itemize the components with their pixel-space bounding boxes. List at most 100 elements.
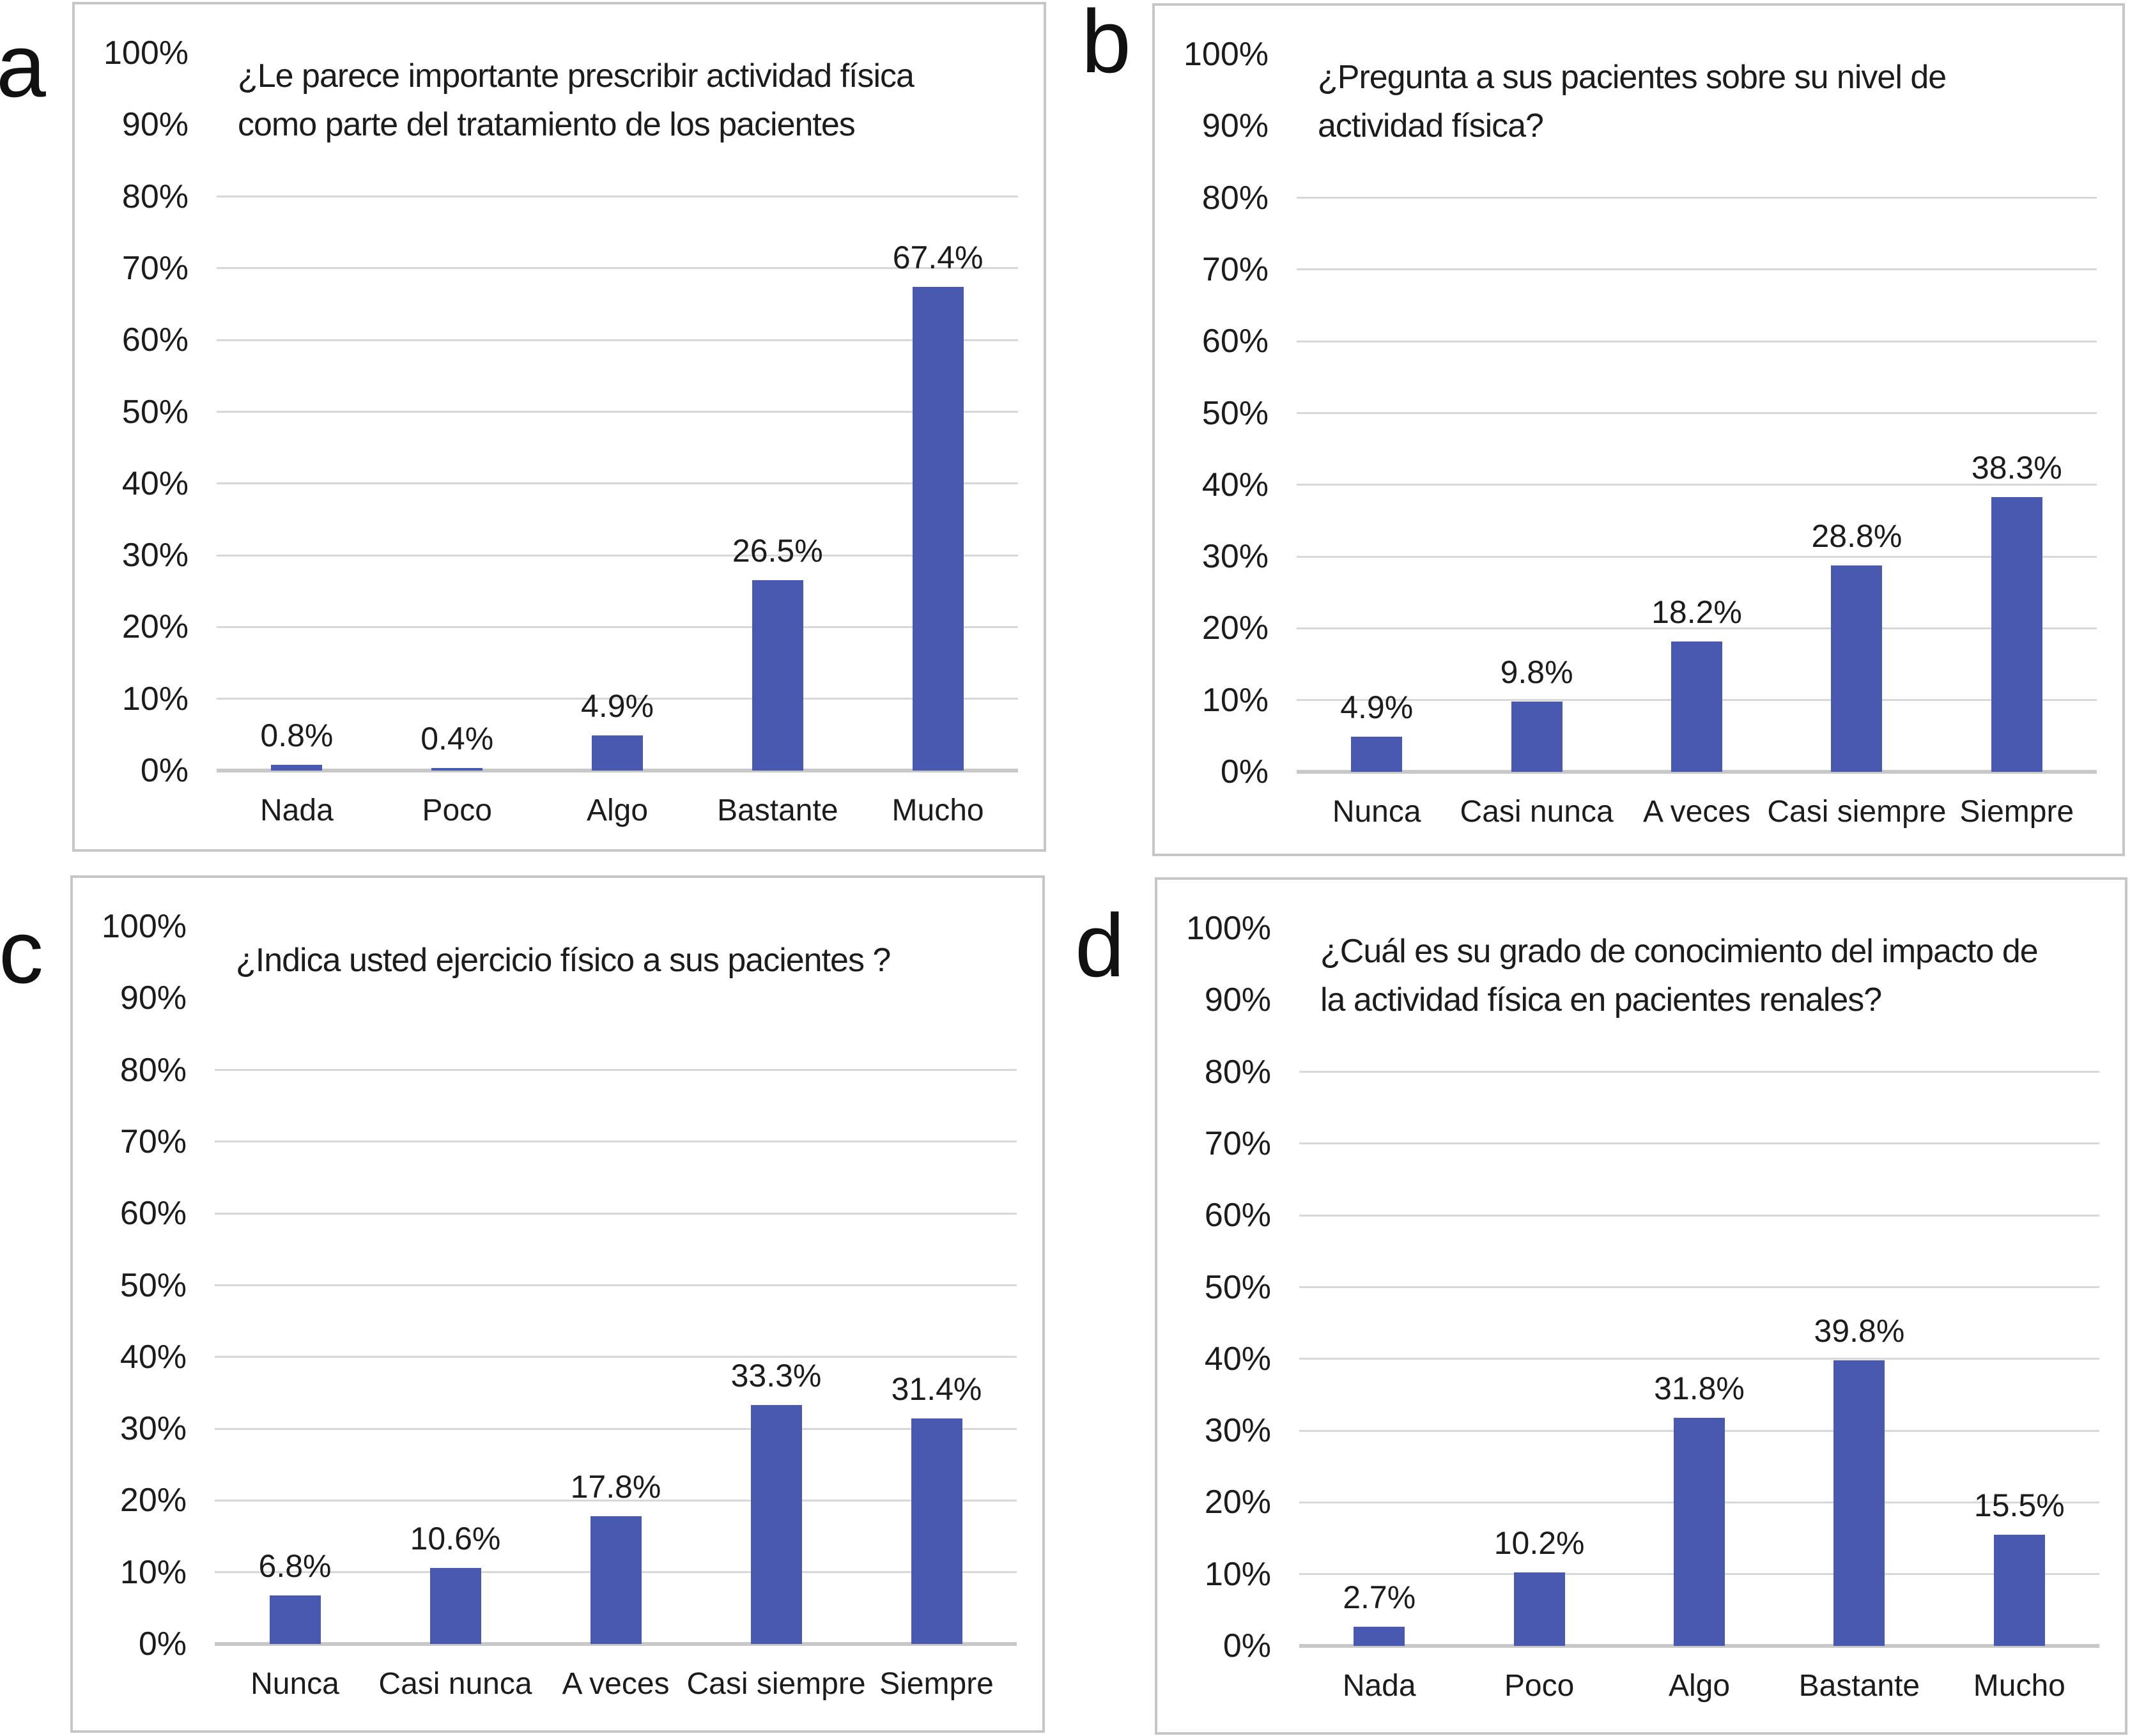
- bar-value-label: 18.2%: [1651, 594, 1742, 630]
- bar-algo: [1674, 1417, 1725, 1646]
- y-axis-tick-label: 40%: [120, 1338, 187, 1376]
- y-axis-tick-label: 0%: [138, 1625, 187, 1663]
- y-axis-tick-label: 20%: [121, 608, 189, 646]
- y-axis-tick-label: 20%: [1204, 1484, 1271, 1521]
- y-axis-tick-label: 60%: [1204, 1197, 1271, 1234]
- bar-value-label: 33.3%: [730, 1358, 822, 1394]
- y-axis-tick-label: 40%: [1201, 466, 1269, 503]
- gridline: [217, 482, 1018, 485]
- panel-d: 100% 90% 80% 70% 60% 50% 40% 30% 20% 10% 0% ¿Cuál e…: [1155, 877, 2127, 1735]
- bar-a-veces: [1671, 641, 1722, 772]
- bar-value-label: 39.8%: [1814, 1313, 1905, 1349]
- y-axis-tick-label: 50%: [120, 1266, 187, 1304]
- gridline: [215, 1141, 1017, 1143]
- y-axis-tick-label: 20%: [1201, 610, 1269, 647]
- x-axis-category-label: Nunca: [251, 1667, 339, 1701]
- y-axis-tick-label: 10%: [1201, 681, 1269, 719]
- panel-letter-c: c: [0, 902, 43, 1002]
- y-axis-tick-label: 90%: [1204, 981, 1271, 1019]
- bar-nunca: [1351, 736, 1403, 772]
- y-axis-tick-label: 90%: [1201, 107, 1269, 145]
- bar-bastante: [752, 580, 803, 771]
- bar-siempre: [911, 1418, 962, 1644]
- chart-title-line: ¿Indica usted ejercicio físico a sus pac…: [236, 942, 891, 979]
- bar-value-label: 9.8%: [1500, 654, 1573, 690]
- y-axis-tick-label: 70%: [1204, 1125, 1271, 1162]
- gridline: [1297, 627, 2097, 629]
- bar-value-label: 38.3%: [1971, 449, 2062, 486]
- y-axis-tick-label: 20%: [120, 1482, 187, 1519]
- chart-title-line: ¿Le parece importante prescribir activid…: [238, 58, 915, 95]
- y-axis-tick-label: 80%: [1204, 1053, 1271, 1091]
- x-axis-category-label: Mucho: [891, 794, 984, 827]
- panel-letter-d: d: [1075, 895, 1125, 995]
- y-axis-tick-label: 70%: [1201, 250, 1269, 288]
- gridline: [1299, 1071, 2099, 1073]
- x-axis-category-label: A veces: [562, 1667, 670, 1701]
- bar-value-label: 17.8%: [570, 1469, 661, 1505]
- gridline: [217, 554, 1018, 557]
- gridline: [217, 698, 1018, 700]
- y-axis-tick-label: 10%: [121, 680, 189, 718]
- bar-value-label: 26.5%: [732, 533, 823, 569]
- gridline: [1297, 197, 2097, 199]
- x-axis-line: [1299, 1644, 2099, 1648]
- y-axis-tick-label: 60%: [120, 1195, 187, 1233]
- y-axis-tick-label: 50%: [1201, 394, 1269, 432]
- gridline: [1297, 268, 2097, 271]
- x-axis-category-label: Algo: [586, 794, 649, 827]
- panel-b: 100% 90% 80% 70% 60% 50% 40% 30% 20% 10% 0% ¿Pregun…: [1152, 3, 2125, 856]
- chart-title-line: ¿Cuál es su grado de conocimiento del im…: [1320, 933, 2039, 970]
- bar-mucho: [912, 287, 964, 771]
- gridline: [215, 1069, 1017, 1072]
- x-axis-category-label: Casi siempre: [686, 1667, 866, 1701]
- bar-value-label: 28.8%: [1811, 518, 1902, 554]
- x-axis-category-label: Nunca: [1332, 795, 1421, 829]
- panel-letter-a: a: [0, 15, 46, 116]
- y-axis-tick-label: 0%: [1220, 753, 1269, 790]
- gridline: [1299, 1358, 2099, 1360]
- bar-siempre: [1991, 496, 2042, 772]
- y-axis-tick-label: 30%: [1201, 538, 1269, 576]
- bar-value-label: 10.2%: [1493, 1525, 1585, 1562]
- bar-value-label: 4.9%: [581, 687, 654, 724]
- gridline: [1297, 555, 2097, 558]
- x-axis-category-label: Casi nunca: [378, 1667, 532, 1701]
- gridline: [1299, 1286, 2099, 1288]
- bar-bastante: [1833, 1360, 1885, 1646]
- bar-value-label: 0.8%: [260, 718, 334, 754]
- y-axis-tick-label: 100%: [104, 35, 189, 72]
- x-axis-category-label: A veces: [1642, 795, 1751, 829]
- y-axis-tick-label: 100%: [1184, 36, 1269, 73]
- bar-value-label: 6.8%: [258, 1548, 332, 1584]
- gridline: [1297, 340, 2097, 342]
- gridline: [215, 1499, 1017, 1502]
- y-axis-tick-label: 80%: [121, 178, 189, 215]
- chart-title-line: la actividad física en pacientes renales…: [1320, 981, 1882, 1018]
- y-axis-tick-label: 80%: [1201, 179, 1269, 217]
- bar-nada: [1354, 1626, 1405, 1646]
- y-axis-tick-label: 40%: [1204, 1340, 1271, 1378]
- bar-value-label: 31.4%: [891, 1371, 982, 1408]
- gridline: [215, 1284, 1017, 1286]
- gridline: [217, 267, 1018, 270]
- gridline: [1297, 412, 2097, 414]
- y-axis-tick-label: 80%: [120, 1051, 187, 1089]
- x-axis-category-label: Poco: [1504, 1669, 1575, 1703]
- x-axis-category-label: Mucho: [1973, 1669, 2065, 1703]
- x-axis-category-label: Bastante: [1798, 1669, 1920, 1703]
- y-axis-tick-label: 10%: [120, 1553, 187, 1591]
- y-axis-tick-label: 50%: [121, 393, 189, 431]
- y-axis-tick-label: 90%: [121, 106, 189, 144]
- bar-nunca: [269, 1595, 321, 1644]
- y-axis-tick-label: 70%: [121, 249, 189, 287]
- y-axis-tick-label: 40%: [121, 465, 189, 502]
- x-axis-category-label: Algo: [1668, 1669, 1731, 1703]
- gridline: [215, 1212, 1017, 1215]
- y-axis-tick-label: 90%: [120, 979, 187, 1017]
- x-axis-category-label: Casi siempre: [1767, 795, 1947, 829]
- y-axis-tick-label: 0%: [140, 752, 189, 789]
- y-axis-tick-label: 100%: [102, 908, 187, 945]
- chart-title-line: como parte del tratamiento de los pacien…: [238, 106, 856, 143]
- chart-title-line: actividad física?: [1318, 107, 1544, 144]
